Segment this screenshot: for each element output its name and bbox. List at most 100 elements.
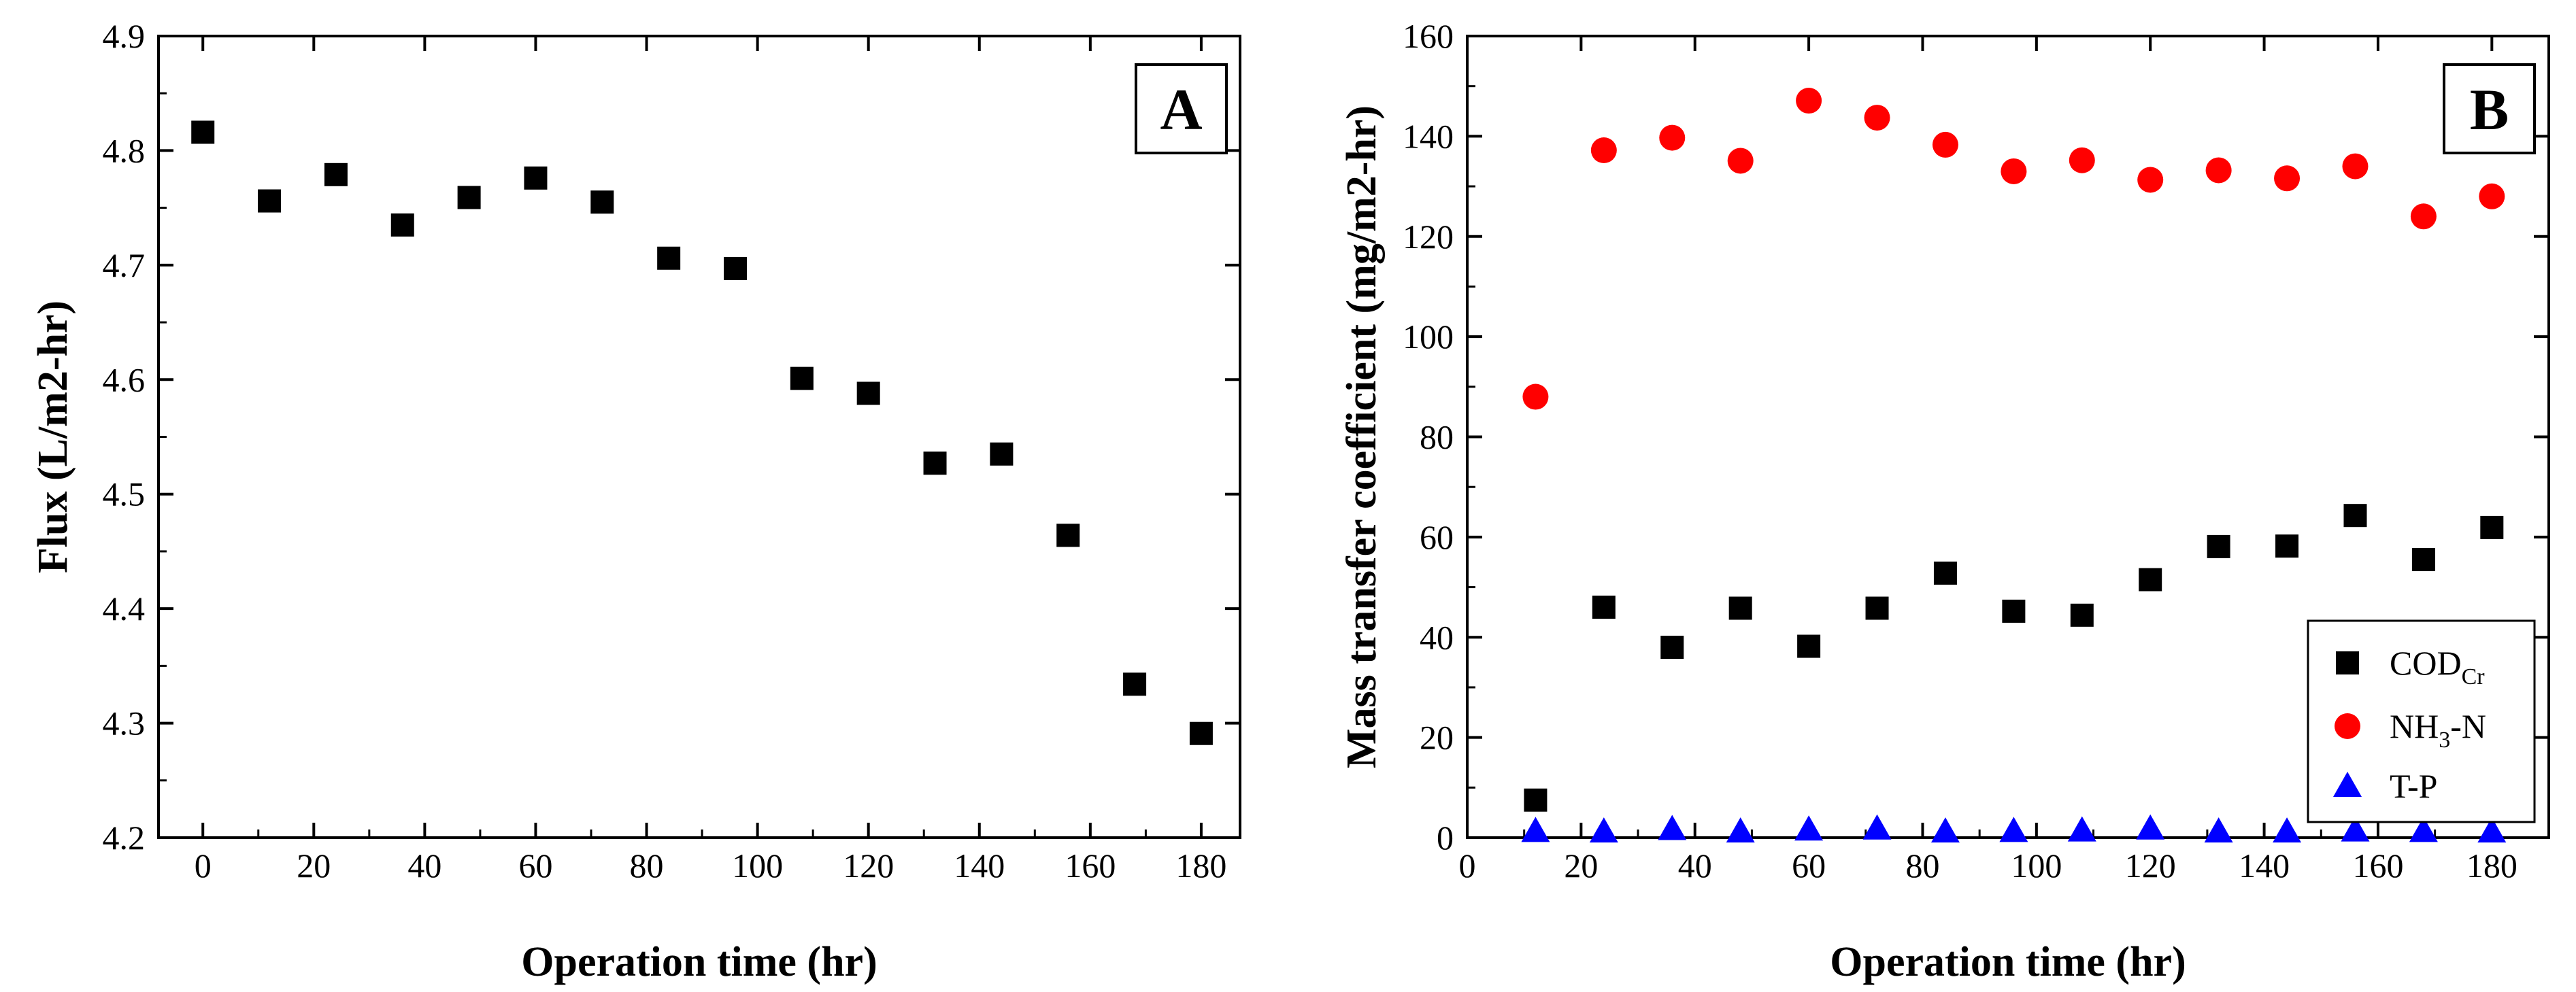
x-tick-label: 120 <box>843 846 894 885</box>
y-tick-label: 40 <box>1420 618 1454 656</box>
data-point <box>1932 131 1958 158</box>
data-point <box>990 442 1014 466</box>
data-point <box>2002 599 2026 623</box>
series-flux <box>191 120 1213 745</box>
x-tick-label: 100 <box>2011 846 2062 885</box>
data-point <box>1930 817 1960 843</box>
legend-label-main: COD <box>2390 644 2462 682</box>
data-point <box>1589 817 1618 843</box>
y-tick-label: 4.7 <box>103 246 146 284</box>
data-point <box>2274 165 2301 192</box>
chart-panel-b: 0 20 40 60 80 100 120 140 160 180 0 20 40 60 80 100 120 1… <box>1339 17 2550 985</box>
data-point <box>2273 817 2302 843</box>
y-tick-label: 0 <box>1437 819 1454 857</box>
data-point <box>790 366 814 390</box>
series-nh3-n <box>1522 88 2505 410</box>
x-tick-label: 160 <box>2352 846 2403 885</box>
x-tick-label: 160 <box>1065 846 1116 885</box>
series-t-p <box>1521 814 2507 843</box>
y-tick-label: 4.8 <box>103 131 146 169</box>
legend-label: NH3-N <box>2390 707 2486 753</box>
panel-label: A <box>1160 77 1202 142</box>
data-point <box>2410 203 2437 230</box>
legend-label-sub: 3 <box>2439 728 2450 753</box>
data-point <box>324 163 348 186</box>
x-axis-title: Operation time (hr) <box>1830 939 2186 985</box>
data-point <box>1727 148 1754 174</box>
x-axis-title: Operation time (hr) <box>521 939 877 985</box>
y-tick-label: 4.4 <box>103 589 146 628</box>
y-axis-title: Mass transfer coefficient (mg/m2-hr) <box>1339 105 1385 768</box>
x-tick-label: 120 <box>2125 846 2176 885</box>
y-tick-label: 4.2 <box>103 819 146 857</box>
x-tick-label: 60 <box>518 846 552 885</box>
y-tick-label: 20 <box>1420 719 1454 757</box>
data-point <box>856 381 880 405</box>
x-tick-label: 140 <box>954 846 1005 885</box>
data-point <box>2204 817 2233 843</box>
data-point <box>524 166 548 190</box>
plot-frame <box>157 35 1241 839</box>
legend-label: CODCr <box>2390 644 2485 689</box>
x-tick-label: 0 <box>195 846 212 885</box>
data-point <box>2343 504 2367 528</box>
y-tick-label: 4.9 <box>103 17 146 55</box>
y-tick-label: 160 <box>1403 17 1454 55</box>
data-point <box>2067 816 2096 842</box>
x-tick-label: 100 <box>732 846 783 885</box>
data-point <box>1522 383 1549 410</box>
data-point <box>2070 603 2094 627</box>
legend-marker <box>2336 651 2359 674</box>
data-point <box>1794 815 1824 841</box>
data-point <box>2342 153 2369 179</box>
data-point <box>1590 137 1617 164</box>
data-point <box>2479 183 2505 209</box>
data-point <box>1933 561 1957 585</box>
data-point <box>657 246 681 270</box>
data-point <box>1728 596 1752 620</box>
data-point <box>1797 634 1821 658</box>
x-tick-label: 20 <box>1564 846 1598 885</box>
legend-label-sub: Cr <box>2462 664 2486 689</box>
data-point <box>1123 672 1147 696</box>
legend-label: T-P <box>2390 767 2437 805</box>
data-point <box>1999 817 2028 842</box>
data-point <box>2136 814 2165 840</box>
data-point <box>1659 124 1686 151</box>
data-point <box>2275 534 2299 558</box>
data-point <box>1862 814 1892 840</box>
data-point <box>2137 167 2164 193</box>
data-point <box>1864 105 1890 131</box>
data-point <box>2205 157 2232 184</box>
y-tick-label: 4.6 <box>103 360 146 398</box>
data-point <box>923 451 947 475</box>
data-point <box>2409 817 2438 842</box>
x-tick-label: 80 <box>630 846 664 885</box>
panel-label-box <box>1135 63 1228 154</box>
data-point <box>258 189 282 213</box>
data-point <box>2411 548 2435 572</box>
data-point <box>1524 788 1548 812</box>
x-tick-label: 180 <box>2466 846 2518 885</box>
legend-label-main: NH <box>2390 707 2439 745</box>
legend-label-tail: -N <box>2450 707 2486 745</box>
legend-marker <box>2333 772 2362 797</box>
data-point <box>1658 815 1687 840</box>
x-tick-label: 60 <box>1792 846 1826 885</box>
series-codcr <box>1524 504 2504 812</box>
data-point <box>2341 816 2370 842</box>
y-axis-title: Flux (L/m2-hr) <box>30 301 76 573</box>
x-tick-label: 180 <box>1175 846 1226 885</box>
data-point <box>2480 515 2504 539</box>
x-tick-label: 140 <box>2239 846 2290 885</box>
panel-label-box <box>2443 63 2536 154</box>
data-point <box>1796 88 1822 114</box>
y-tick-label: 120 <box>1403 218 1454 256</box>
data-point <box>1660 635 1684 659</box>
y-tick-label: 60 <box>1420 518 1454 556</box>
data-point <box>2139 568 2162 592</box>
panel-label: B <box>2470 77 2509 142</box>
data-point <box>1521 817 1550 842</box>
data-point <box>1056 524 1080 547</box>
